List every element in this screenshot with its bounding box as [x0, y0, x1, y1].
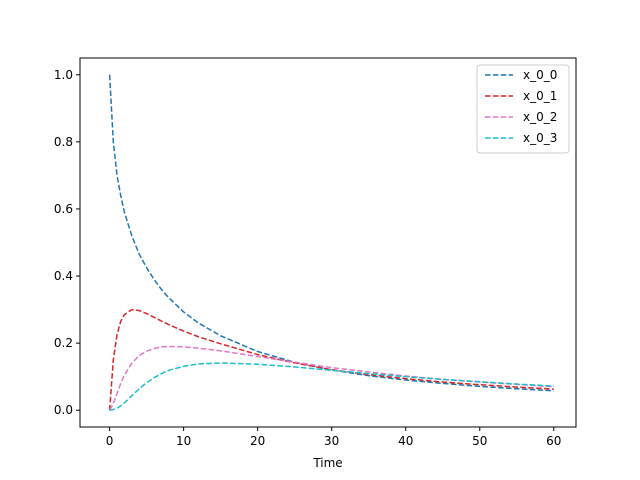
- legend-label-x-0-2: x_0_2: [523, 110, 557, 124]
- series-line-x-0-3: [109, 362, 554, 411]
- x-tick-label: 50: [472, 434, 487, 448]
- y-tick-label: 1.0: [54, 68, 73, 82]
- x-axis-label: Time: [312, 456, 342, 470]
- legend-label-x-0-3: x_0_3: [523, 131, 557, 145]
- y-tick-label: 0.8: [54, 135, 73, 149]
- x-tick-label: 30: [324, 434, 339, 448]
- series-line-x-0-1: [108, 308, 554, 411]
- series-line-x-0-0: [108, 74, 554, 392]
- axes-frame: [79, 57, 577, 428]
- y-tick-label: 0.6: [54, 202, 73, 216]
- series-line-x-0-2: [108, 345, 554, 411]
- y-tick-label: 0.0: [54, 403, 73, 417]
- legend-box: [476, 64, 570, 154]
- y-tick-label: 0.4: [54, 269, 73, 283]
- series-lines: [108, 74, 554, 411]
- x-tick-label: 40: [398, 434, 413, 448]
- legend-label-x-0-1: x_0_1: [523, 89, 557, 103]
- y-axis: 0.0 0.2 0.4 0.6 0.8 1.0: [54, 68, 80, 417]
- y-tick-label: 0.2: [54, 336, 73, 350]
- x-tick-label: 10: [176, 434, 191, 448]
- legend-label-x-0-0: x_0_0: [523, 68, 557, 82]
- legend: x_0_0 x_0_1 x_0_2 x_0_3: [476, 64, 570, 154]
- x-tick-label: 60: [546, 434, 561, 448]
- x-tick-label: 0: [106, 434, 114, 448]
- x-axis: 0 10 20 30 40 50 60: [106, 427, 561, 448]
- x-tick-label: 20: [250, 434, 265, 448]
